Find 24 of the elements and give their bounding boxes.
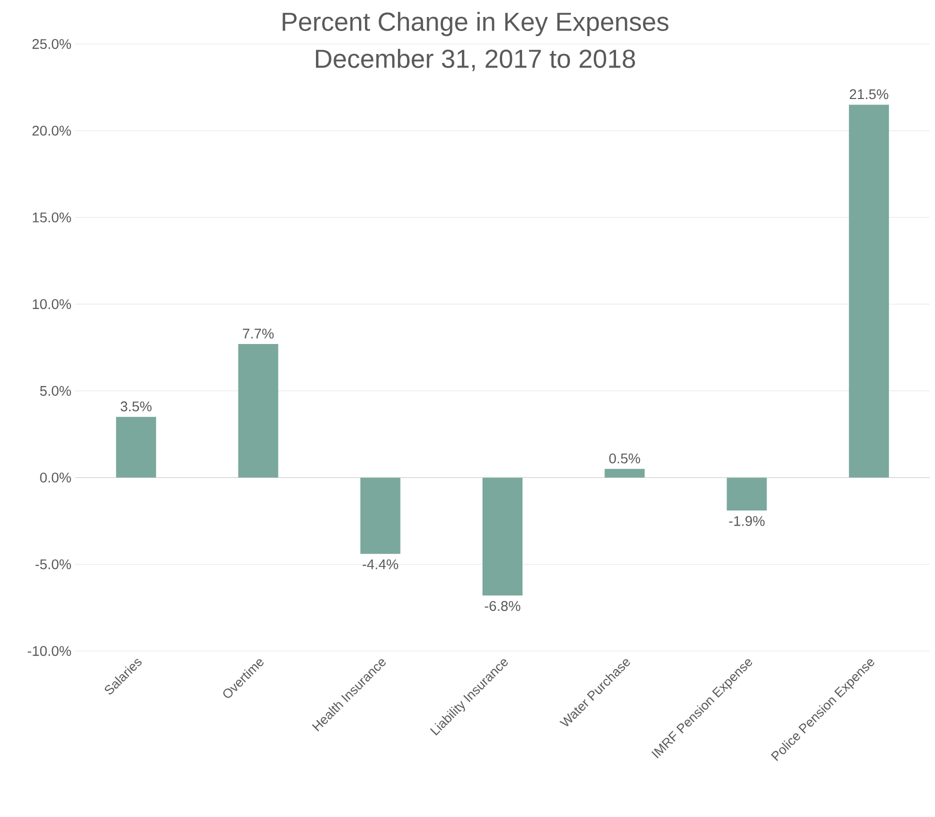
chart-subtitle: December 31, 2017 to 2018 [316, 48, 635, 72]
data-label: -6.8% [484, 601, 520, 611]
y-tick-label: -5.0% [36, 559, 71, 570]
y-tick-label: 20.0% [32, 126, 71, 136]
bar [726, 478, 767, 511]
data-label: 7.7% [242, 328, 274, 339]
data-label: 3.5% [120, 401, 152, 412]
bar [482, 478, 523, 596]
bar [238, 344, 278, 478]
y-tick-label: 15.0% [32, 212, 71, 222]
data-label: 0.5% [609, 453, 640, 464]
y-tick-label: 5.0% [40, 386, 71, 396]
y-tick-label: -10.0% [28, 646, 71, 656]
y-tick-label: 25.0% [32, 39, 71, 49]
bar [116, 416, 156, 478]
chart-title: Percent Change in Key Expenses [282, 12, 668, 36]
data-label: -4.4% [362, 559, 398, 570]
bar [604, 468, 645, 478]
data-label: -1.9% [729, 516, 765, 526]
bar [360, 478, 400, 554]
y-tick-label: 10.0% [32, 299, 71, 310]
data-label: 21.5% [850, 89, 888, 100]
bar [848, 104, 889, 478]
y-tick-label: 0.0% [40, 472, 71, 483]
